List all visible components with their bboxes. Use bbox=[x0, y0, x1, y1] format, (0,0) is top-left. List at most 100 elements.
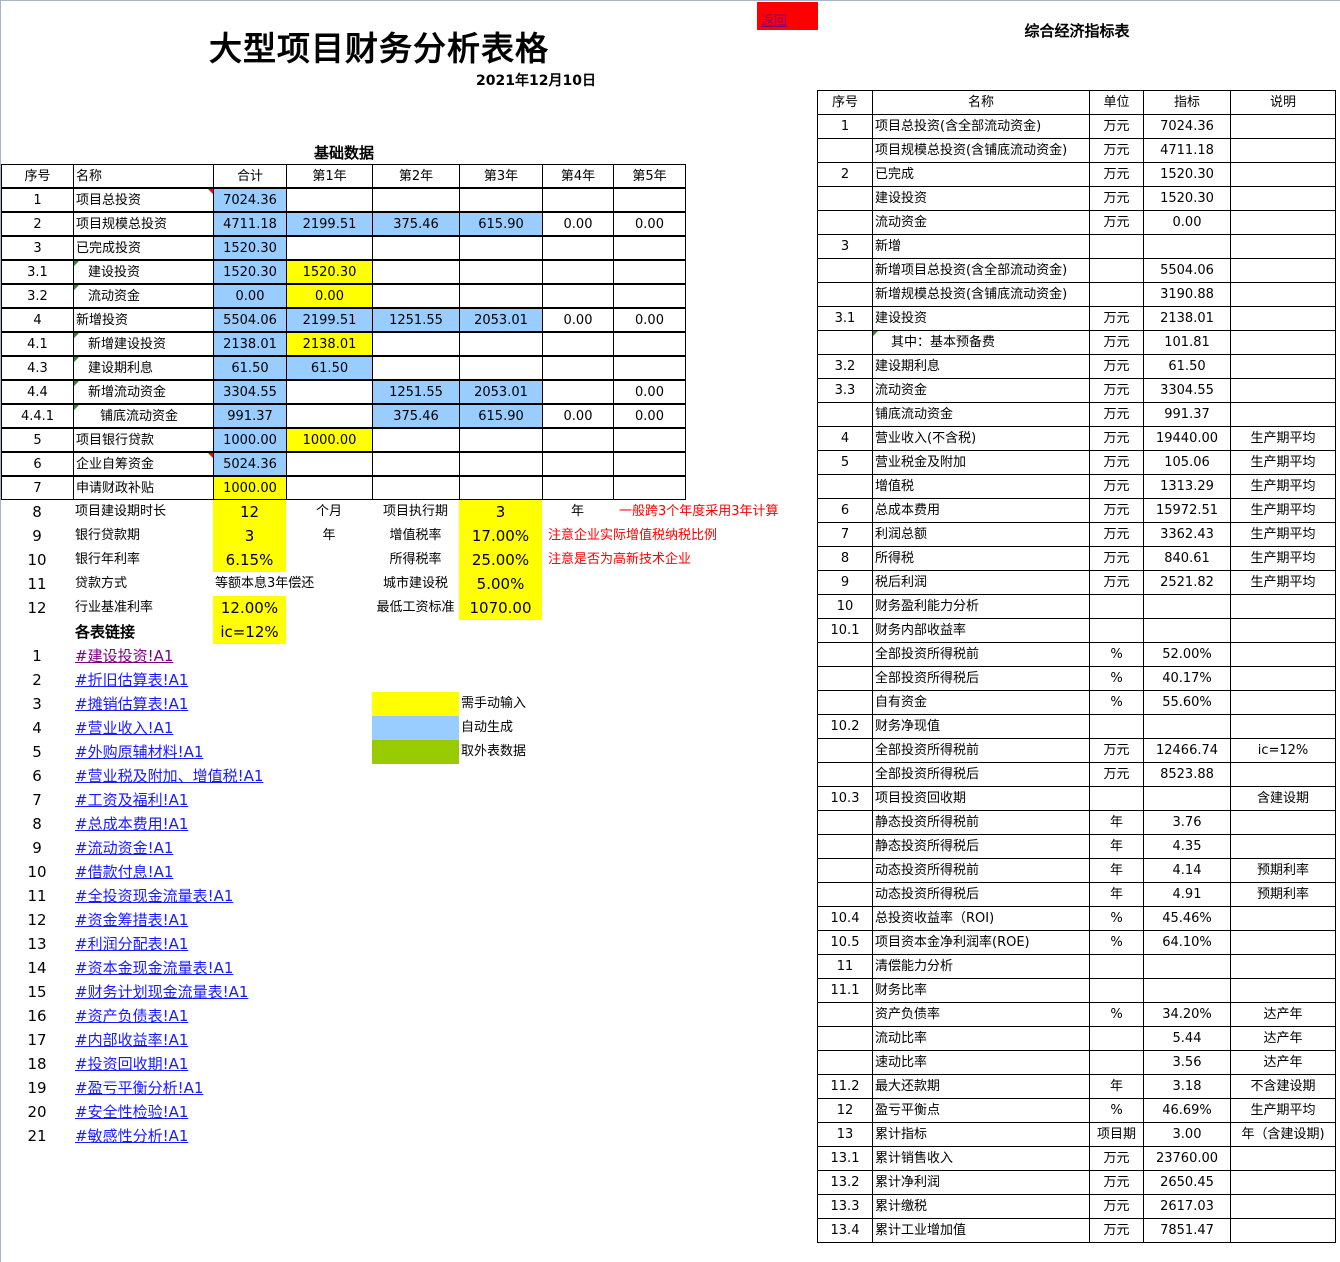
summary-value[interactable]: 61.50 bbox=[1143, 354, 1231, 379]
summary-value[interactable]: 3.76 bbox=[1143, 810, 1231, 835]
sheet-link[interactable]: #盈亏平衡分析!A1 bbox=[75, 1079, 204, 1097]
summary-value[interactable]: 4.91 bbox=[1143, 882, 1231, 907]
value-cell[interactable]: 3304.55 bbox=[213, 380, 287, 404]
sheet-link[interactable]: #财务计划现金流量表!A1 bbox=[75, 983, 249, 1001]
summary-value[interactable] bbox=[1143, 234, 1231, 259]
value-cell[interactable]: 7024.36 bbox=[213, 188, 287, 212]
sheet-link[interactable]: #安全性检验!A1 bbox=[75, 1103, 189, 1121]
summary-value[interactable] bbox=[1143, 954, 1231, 979]
sheet-link[interactable]: #借款付息!A1 bbox=[75, 863, 174, 881]
value-cell[interactable]: 0.00 bbox=[286, 284, 373, 308]
value-cell[interactable] bbox=[459, 188, 543, 212]
summary-value[interactable]: 52.00% bbox=[1143, 642, 1231, 667]
summary-value[interactable]: 2650.45 bbox=[1143, 1170, 1231, 1195]
value-cell[interactable] bbox=[459, 236, 543, 260]
value-cell[interactable] bbox=[286, 380, 373, 404]
summary-value[interactable]: 34.20% bbox=[1143, 1002, 1231, 1027]
param-value-2[interactable]: 5.00% bbox=[459, 572, 542, 596]
param-value-2[interactable]: 1070.00 bbox=[459, 596, 542, 620]
value-cell[interactable]: 375.46 bbox=[372, 404, 460, 428]
value-cell[interactable]: 2053.01 bbox=[459, 308, 543, 332]
value-cell[interactable] bbox=[286, 476, 373, 500]
value-cell[interactable] bbox=[613, 236, 686, 260]
value-cell[interactable]: 1000.00 bbox=[213, 476, 287, 500]
summary-value[interactable]: 2617.03 bbox=[1143, 1194, 1231, 1219]
value-cell[interactable]: 991.37 bbox=[213, 404, 287, 428]
value-cell[interactable] bbox=[372, 332, 460, 356]
summary-value[interactable]: 46.69% bbox=[1143, 1098, 1231, 1123]
value-cell[interactable] bbox=[372, 452, 460, 476]
value-cell[interactable] bbox=[542, 380, 614, 404]
param-value[interactable]: 3 bbox=[213, 524, 286, 548]
value-cell[interactable] bbox=[372, 284, 460, 308]
value-cell[interactable] bbox=[542, 428, 614, 452]
value-cell[interactable] bbox=[542, 236, 614, 260]
value-cell[interactable]: 61.50 bbox=[286, 356, 373, 380]
value-cell[interactable] bbox=[613, 260, 686, 284]
summary-value[interactable] bbox=[1143, 714, 1231, 739]
summary-value[interactable]: 3.00 bbox=[1143, 1122, 1231, 1147]
value-cell[interactable]: 0.00 bbox=[542, 404, 614, 428]
summary-value[interactable]: 1313.29 bbox=[1143, 474, 1231, 499]
value-cell[interactable] bbox=[372, 236, 460, 260]
summary-value[interactable]: 19440.00 bbox=[1143, 426, 1231, 451]
summary-value[interactable]: 1520.30 bbox=[1143, 162, 1231, 187]
summary-value[interactable]: 7024.36 bbox=[1143, 114, 1231, 139]
value-cell[interactable] bbox=[542, 284, 614, 308]
summary-value[interactable]: 3.18 bbox=[1143, 1074, 1231, 1099]
value-cell[interactable] bbox=[459, 476, 543, 500]
value-cell[interactable]: 5504.06 bbox=[213, 308, 287, 332]
summary-value[interactable]: 3304.55 bbox=[1143, 378, 1231, 403]
param-value[interactable]: 6.15% bbox=[213, 548, 286, 572]
summary-value[interactable]: 40.17% bbox=[1143, 666, 1231, 691]
back-link[interactable]: 返回 bbox=[761, 14, 788, 29]
sheet-link[interactable]: #营业税及附加、增值税!A1 bbox=[75, 767, 264, 785]
value-cell[interactable] bbox=[459, 284, 543, 308]
sheet-link[interactable]: #摊销估算表!A1 bbox=[75, 695, 189, 713]
summary-value[interactable] bbox=[1143, 594, 1231, 619]
value-cell[interactable] bbox=[459, 428, 543, 452]
value-cell[interactable] bbox=[542, 356, 614, 380]
sheet-link[interactable]: #建设投资!A1 bbox=[75, 647, 174, 665]
sheet-link[interactable]: #工资及福利!A1 bbox=[75, 791, 189, 809]
summary-value[interactable]: 45.46% bbox=[1143, 906, 1231, 931]
value-cell[interactable]: 61.50 bbox=[213, 356, 287, 380]
value-cell[interactable]: 0.00 bbox=[613, 404, 686, 428]
summary-value[interactable]: 840.61 bbox=[1143, 546, 1231, 571]
value-cell[interactable]: 0.00 bbox=[613, 212, 686, 236]
value-cell[interactable] bbox=[286, 236, 373, 260]
param-value-2[interactable]: 25.00% bbox=[459, 548, 542, 572]
value-cell[interactable]: 615.90 bbox=[459, 212, 543, 236]
summary-value[interactable]: 3.56 bbox=[1143, 1050, 1231, 1075]
value-cell[interactable]: 1520.30 bbox=[213, 236, 287, 260]
value-cell[interactable]: 1520.30 bbox=[213, 260, 287, 284]
sheet-link[interactable]: #折旧估算表!A1 bbox=[75, 671, 189, 689]
value-cell[interactable]: 0.00 bbox=[613, 308, 686, 332]
value-cell[interactable]: 1251.55 bbox=[372, 308, 460, 332]
value-cell[interactable] bbox=[286, 452, 373, 476]
sheet-link[interactable]: #资本金现金流量表!A1 bbox=[75, 959, 234, 977]
param-value[interactable]: 12.00% bbox=[213, 596, 286, 620]
value-cell[interactable] bbox=[372, 356, 460, 380]
param-value-2[interactable]: 3 bbox=[459, 500, 542, 524]
value-cell[interactable] bbox=[542, 332, 614, 356]
value-cell[interactable]: 1520.30 bbox=[286, 260, 373, 284]
sheet-link[interactable]: #利润分配表!A1 bbox=[75, 935, 189, 953]
value-cell[interactable] bbox=[372, 260, 460, 284]
value-cell[interactable] bbox=[613, 188, 686, 212]
summary-value[interactable]: 5.44 bbox=[1143, 1026, 1231, 1051]
summary-value[interactable]: 4.14 bbox=[1143, 858, 1231, 883]
value-cell[interactable] bbox=[613, 356, 686, 380]
summary-value[interactable]: 15972.51 bbox=[1143, 498, 1231, 523]
summary-value[interactable]: 2138.01 bbox=[1143, 306, 1231, 331]
back-button[interactable]: 返回 bbox=[757, 2, 818, 30]
summary-value[interactable] bbox=[1143, 786, 1231, 811]
param-value-2[interactable]: 17.00% bbox=[459, 524, 542, 548]
param-value[interactable]: 等额本息3年偿还 bbox=[215, 576, 315, 591]
summary-value[interactable]: 12466.74 bbox=[1143, 738, 1231, 763]
summary-value[interactable]: 1520.30 bbox=[1143, 186, 1231, 211]
summary-value[interactable]: 0.00 bbox=[1143, 210, 1231, 235]
value-cell[interactable] bbox=[613, 332, 686, 356]
value-cell[interactable]: 2138.01 bbox=[286, 332, 373, 356]
value-cell[interactable] bbox=[613, 476, 686, 500]
